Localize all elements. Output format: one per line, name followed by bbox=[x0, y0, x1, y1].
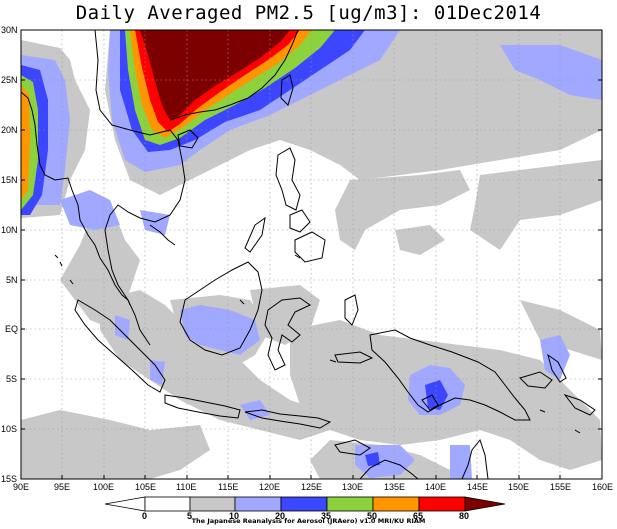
coast-luzon bbox=[275, 147, 301, 211]
lon-label: 150E bbox=[508, 482, 529, 492]
concentration-field bbox=[21, 30, 602, 479]
lon-label: 160E bbox=[592, 482, 613, 492]
coast-new-guinea bbox=[369, 329, 531, 421]
darkred-shading bbox=[140, 30, 290, 120]
colorbar-label: 65 bbox=[413, 511, 423, 521]
coast-palawan bbox=[244, 216, 266, 253]
coast-sulawesi bbox=[264, 297, 311, 371]
lat-label: 10S bbox=[1, 424, 17, 434]
lon-label: 135E bbox=[384, 482, 405, 492]
coast-borneo bbox=[179, 261, 263, 356]
colorbar-left-arrow bbox=[104, 496, 146, 512]
latitude-labels: 30N 25N 20N 15N 10N 5N EQ 5S 10S 15S bbox=[1, 25, 18, 484]
lon-label: 95E bbox=[54, 482, 70, 492]
colorbar-label: 20 bbox=[275, 511, 285, 521]
lon-label: 120E bbox=[259, 482, 280, 492]
lat-label: 5N bbox=[6, 275, 18, 285]
coast-java bbox=[164, 394, 241, 419]
lon-label: 100E bbox=[93, 482, 114, 492]
credit-line: The Japanese Reanalysis for Aerosol (JRA… bbox=[191, 517, 426, 525]
coast-halmahera bbox=[344, 294, 359, 326]
map-title: Daily Averaged PM2.5 [ug/m3]: 01Dec2014 bbox=[75, 2, 542, 24]
coast-solomons bbox=[563, 394, 596, 416]
coast-visayas bbox=[289, 209, 311, 233]
colorbar-label: 80 bbox=[459, 511, 469, 521]
colorbar-label: 35 bbox=[321, 511, 331, 521]
lat-label: 30N bbox=[1, 25, 18, 35]
lat-label: 15N bbox=[1, 175, 18, 185]
coast-south-china bbox=[169, 30, 299, 121]
lon-label: 140E bbox=[425, 482, 446, 492]
colorbar-right-arrow bbox=[464, 496, 506, 512]
coast-lesser-sunda bbox=[244, 409, 332, 429]
lat-label: 20N bbox=[1, 125, 18, 135]
colorbar-swatch bbox=[189, 496, 236, 512]
lat-label: 25N bbox=[1, 75, 18, 85]
coast-australia bbox=[359, 459, 419, 479]
colorbar-swatch bbox=[326, 496, 374, 512]
lon-label: 105E bbox=[135, 482, 156, 492]
colorbar-label: 10 bbox=[229, 511, 239, 521]
gray-shading bbox=[21, 30, 602, 479]
colorbar-swatch bbox=[418, 496, 466, 512]
colorbar-label: 0 bbox=[142, 511, 147, 521]
colorbar-swatch bbox=[234, 496, 282, 512]
coast-mindanao bbox=[294, 231, 326, 263]
colorbar-swatch bbox=[144, 496, 191, 512]
lon-label: 115E bbox=[218, 482, 238, 492]
longitude-labels: 90E 95E 100E 105E 110E 115E 120E 125E 13… bbox=[13, 482, 613, 492]
lat-label: 15S bbox=[1, 474, 17, 484]
coast-gulf-thailand bbox=[149, 224, 176, 246]
coast-cape-york bbox=[461, 438, 489, 479]
lon-label: 155E bbox=[550, 482, 571, 492]
colorbar-label: 5 bbox=[187, 511, 192, 521]
lon-label: 125E bbox=[301, 482, 322, 492]
coast-india bbox=[21, 91, 131, 306]
coast-new-guinea-lake bbox=[421, 394, 439, 411]
lat-label: EQ bbox=[5, 324, 18, 334]
colorbar: 0 5 10 20 35 50 65 80 bbox=[104, 496, 506, 521]
lat-label: 5S bbox=[6, 374, 17, 384]
colorbar-swatch bbox=[280, 496, 328, 512]
lon-label: 145E bbox=[467, 482, 488, 492]
coastlines bbox=[21, 30, 596, 479]
lon-label: 110E bbox=[176, 482, 196, 492]
coast-timor bbox=[334, 439, 371, 456]
lon-label: 90E bbox=[13, 482, 29, 492]
coast-indochina bbox=[94, 30, 186, 346]
coast-sumatra bbox=[74, 299, 166, 393]
coast-islands bbox=[54, 254, 581, 434]
colorbar-swatch bbox=[372, 496, 420, 512]
coast-seram bbox=[334, 351, 374, 364]
coast-hainan bbox=[177, 129, 199, 149]
lat-label: 10N bbox=[1, 225, 18, 235]
lat-ticks bbox=[21, 79, 602, 479]
coast-taiwan bbox=[280, 74, 294, 106]
colorbar-label: 50 bbox=[367, 511, 377, 521]
lon-label: 130E bbox=[342, 482, 363, 492]
coast-new-britain bbox=[519, 371, 553, 389]
coast-new-ireland bbox=[547, 353, 567, 383]
grid-lines bbox=[21, 30, 602, 479]
